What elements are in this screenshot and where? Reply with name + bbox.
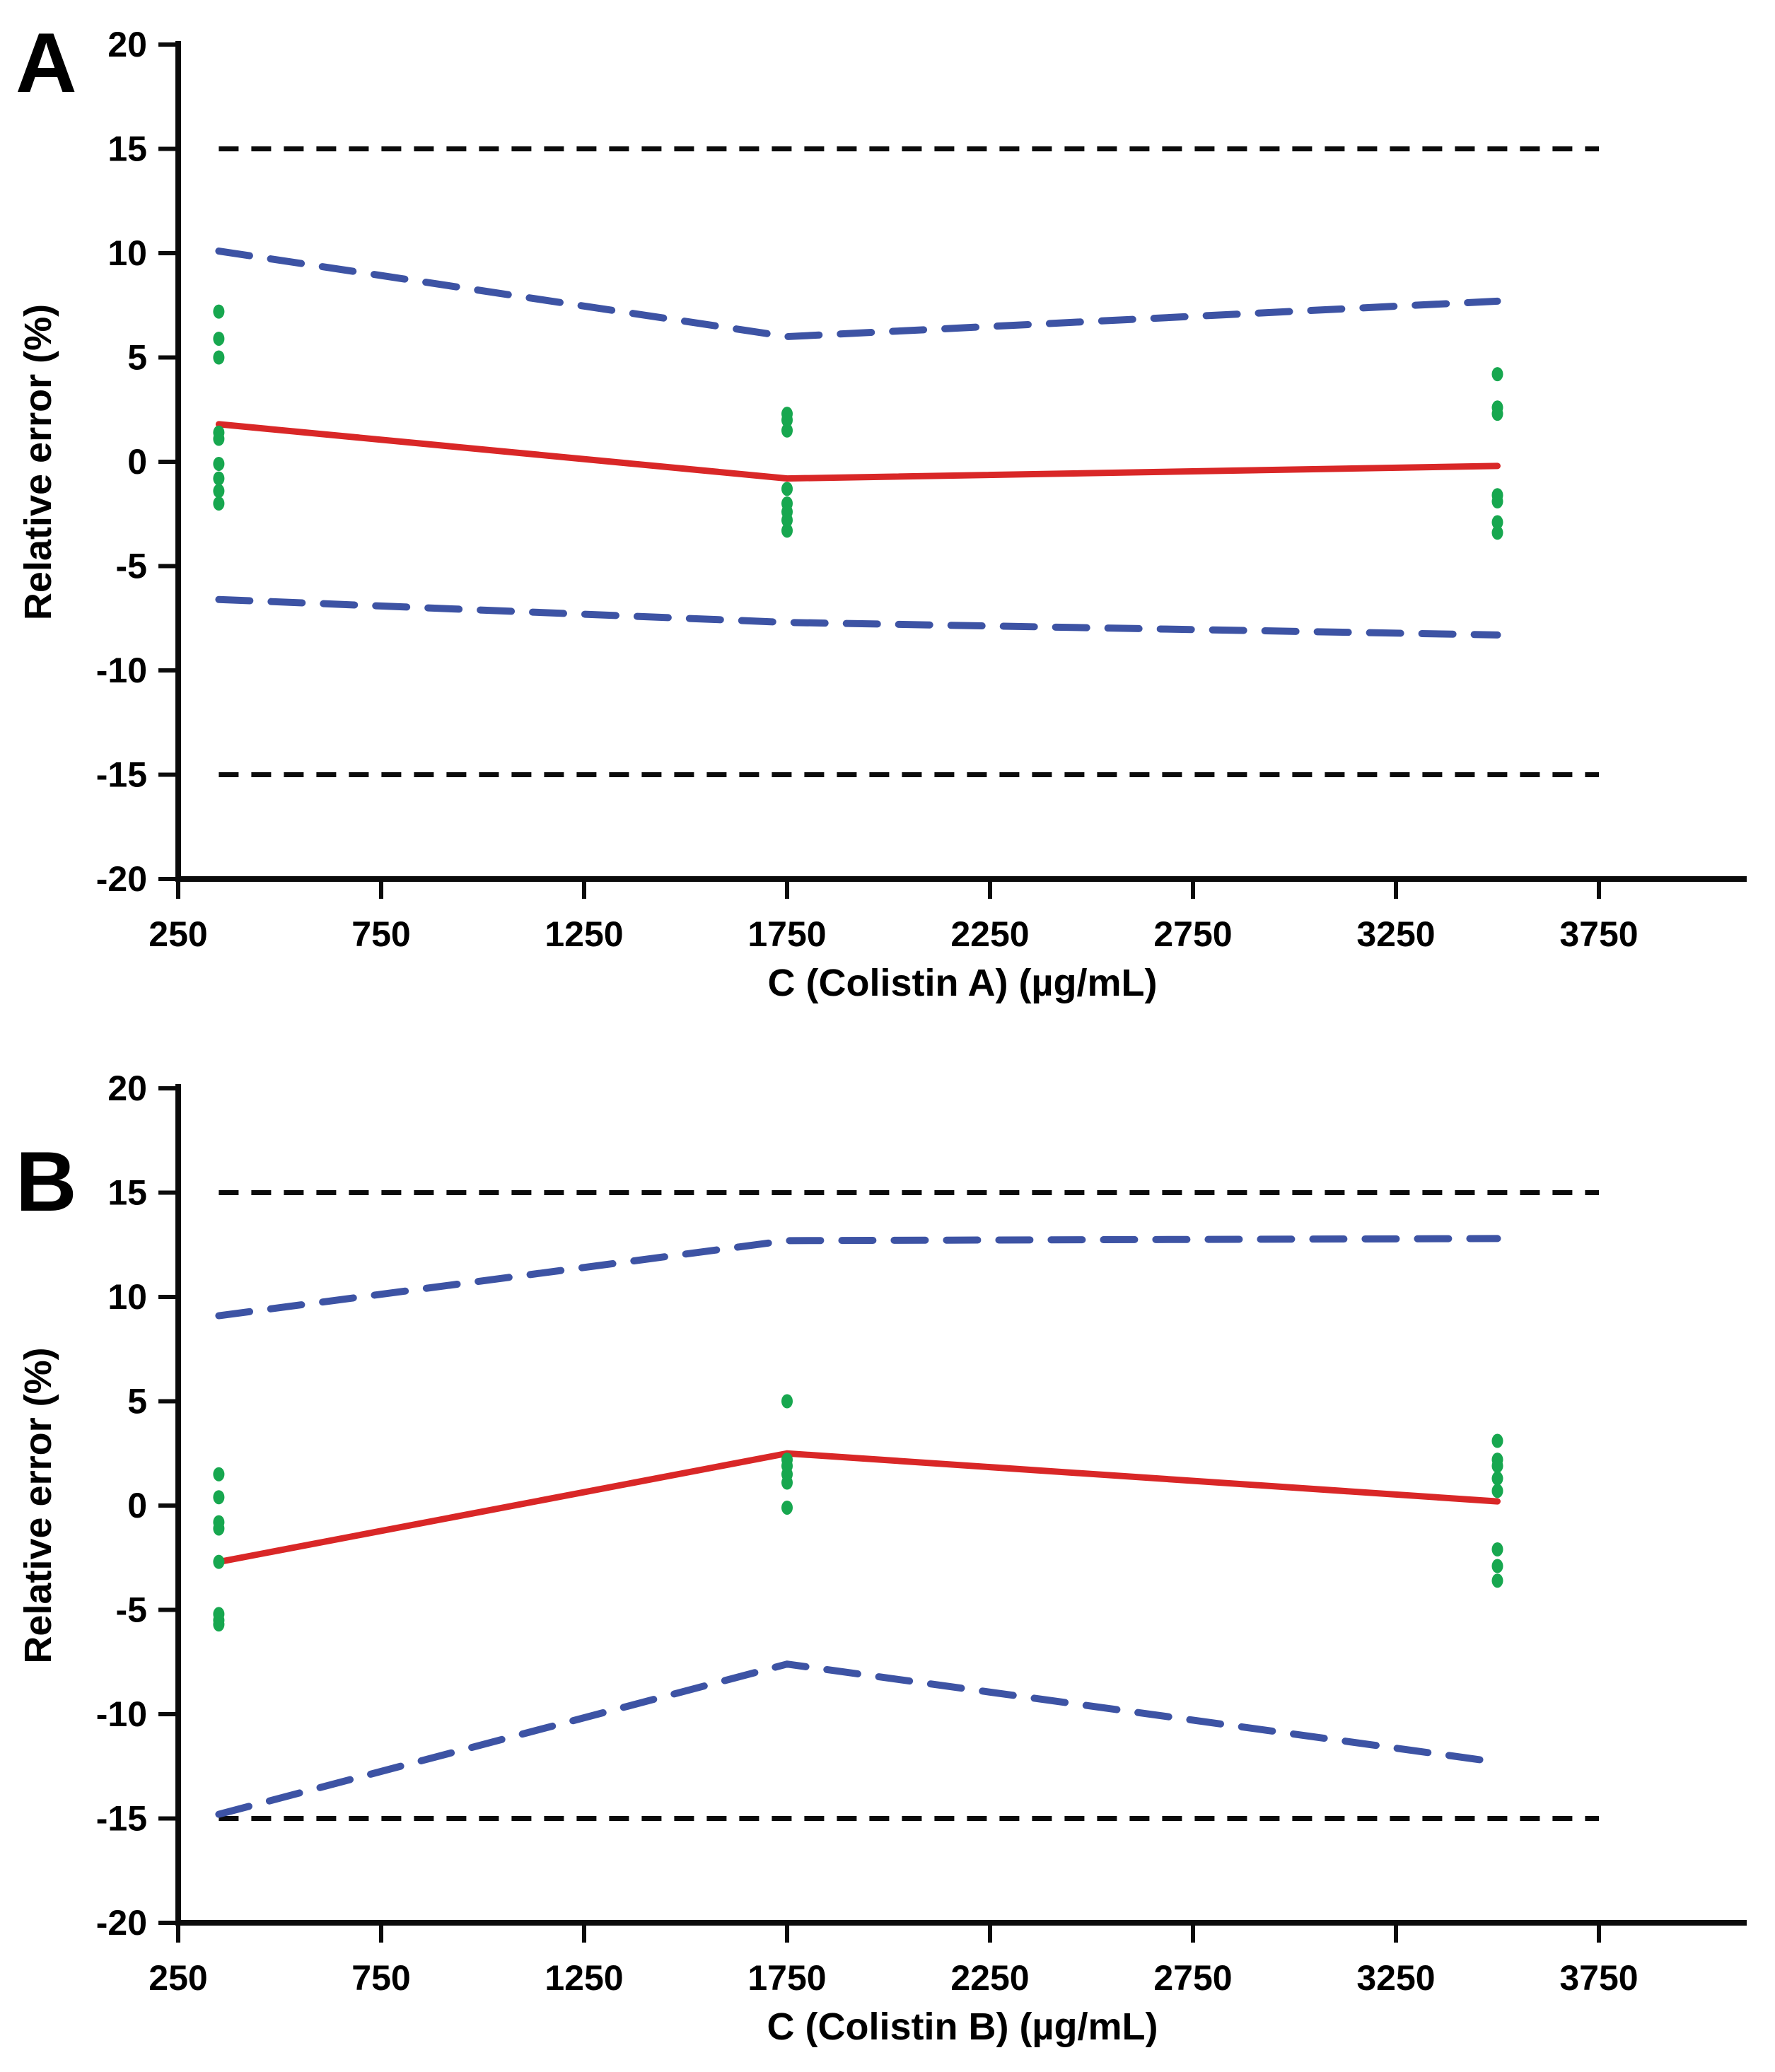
x-tick-label: 1250 xyxy=(545,914,623,954)
x-axis-title: C (Colistin A) (µg/mL) xyxy=(767,962,1157,1004)
data-point xyxy=(1491,407,1503,421)
data-point xyxy=(1491,525,1503,540)
data-point xyxy=(213,331,225,346)
x-tick-label: 3250 xyxy=(1356,914,1435,954)
upper-ci-line xyxy=(215,248,1501,341)
y-axis-title: Relative error (%) xyxy=(17,1347,59,1663)
x-tick-label: 750 xyxy=(351,1958,410,1998)
x-tick-label: 2250 xyxy=(950,914,1029,954)
y-tick-label: -15 xyxy=(96,1799,147,1839)
data-point xyxy=(1491,1433,1503,1448)
y-tick-label: 20 xyxy=(107,1069,147,1108)
x-tick-label: 250 xyxy=(149,1958,207,1998)
y-tick-label: 0 xyxy=(127,1486,147,1525)
y-tick-label: 10 xyxy=(107,233,147,273)
y-tick-label: 20 xyxy=(107,25,147,64)
data-point xyxy=(213,484,225,499)
data-point xyxy=(781,413,793,427)
data-point xyxy=(213,1617,225,1632)
data-point xyxy=(781,1394,793,1409)
upper-ci-line xyxy=(215,1235,1501,1320)
data-point xyxy=(1491,494,1503,509)
x-tick-label: 2750 xyxy=(1153,914,1232,954)
data-point xyxy=(1491,1458,1503,1473)
y-tick-label: 15 xyxy=(107,1173,147,1213)
x-tick-label: 750 xyxy=(351,914,410,954)
data-point xyxy=(1491,515,1503,530)
data-point xyxy=(1491,1471,1503,1486)
data-point xyxy=(1491,1484,1503,1498)
mean-line xyxy=(215,421,1501,482)
data-point xyxy=(213,1554,225,1569)
y-tick-label: 5 xyxy=(127,338,147,378)
x-axis-title: C (Colistin B) (µg/mL) xyxy=(767,2006,1158,2048)
y-tick-label: -15 xyxy=(96,755,147,795)
x-tick-label: 2750 xyxy=(1153,1958,1232,1998)
panel-letter: A xyxy=(16,16,77,110)
data-point xyxy=(1491,1573,1503,1588)
data-point xyxy=(1491,367,1503,382)
y-tick-label: -20 xyxy=(96,859,147,899)
x-tick-label: 2250 xyxy=(950,1958,1029,1998)
panel-letter: B xyxy=(16,1134,77,1229)
data-point xyxy=(213,456,225,471)
y-tick-label: -5 xyxy=(116,1590,147,1630)
data-point xyxy=(781,423,793,438)
y-tick-label: -10 xyxy=(96,651,147,690)
lower-ci-line xyxy=(215,595,1501,639)
x-tick-label: 1250 xyxy=(545,1958,623,1998)
x-tick-label: 250 xyxy=(149,914,207,954)
data-point xyxy=(213,471,225,486)
data-point xyxy=(213,1521,225,1536)
data-point xyxy=(1491,1559,1503,1573)
y-tick-label: 5 xyxy=(127,1382,147,1421)
data-point xyxy=(1491,1542,1503,1556)
x-tick-label: 1750 xyxy=(747,1958,826,1998)
data-point xyxy=(781,482,793,496)
data-point xyxy=(781,1500,793,1515)
x-tick-label: 3250 xyxy=(1356,1958,1435,1998)
y-tick-label: -10 xyxy=(96,1694,147,1734)
data-point xyxy=(213,350,225,365)
y-tick-label: -5 xyxy=(116,547,147,586)
x-tick-label: 3750 xyxy=(1559,1958,1638,1998)
x-tick-label: 3750 xyxy=(1559,914,1638,954)
data-point xyxy=(781,513,793,528)
data-point xyxy=(781,1475,793,1490)
data-point xyxy=(213,1467,225,1482)
y-axis-title: Relative error (%) xyxy=(17,304,59,620)
lower-ci-line xyxy=(215,1660,1501,1818)
data-point xyxy=(781,523,793,538)
y-tick-label: 10 xyxy=(107,1277,147,1317)
y-tick-label: -20 xyxy=(96,1903,147,1943)
data-point xyxy=(213,496,225,511)
data-point xyxy=(213,1490,225,1505)
data-point xyxy=(213,431,225,446)
y-tick-label: 15 xyxy=(107,129,147,169)
data-point xyxy=(213,304,225,319)
y-tick-label: 0 xyxy=(127,442,147,482)
x-tick-label: 1750 xyxy=(747,914,826,954)
